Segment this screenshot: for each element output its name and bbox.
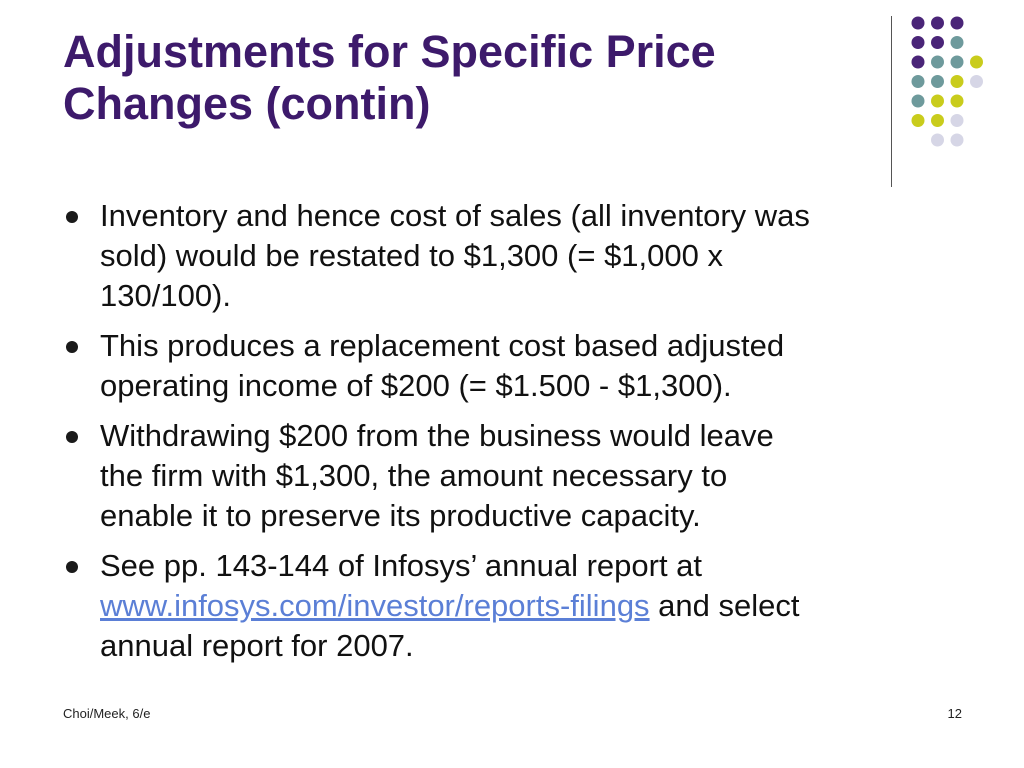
bullet-line: sold) would be restated to $1,300 (= $1,… bbox=[100, 238, 723, 273]
link-trailing-text: and select bbox=[649, 588, 800, 623]
decor-dot bbox=[950, 75, 964, 88]
decor-dot bbox=[950, 16, 964, 30]
decor-dot bbox=[931, 36, 944, 49]
bullet-line: This produces a replacement cost based a… bbox=[100, 328, 785, 363]
decor-dot bbox=[931, 94, 944, 108]
bullet-line: Withdrawing $200 from the business would… bbox=[100, 418, 774, 453]
bullet-line: See pp. 143-144 of Infosys’ annual repor… bbox=[100, 548, 703, 583]
decor-dot bbox=[931, 133, 944, 147]
bullet-dot bbox=[66, 431, 78, 443]
decor-dot bbox=[911, 75, 925, 88]
decor-dot bbox=[950, 55, 964, 69]
bullet-line: operating income of $200 (= $1.500 - $1,… bbox=[100, 368, 732, 403]
decor-dot bbox=[931, 114, 944, 127]
decor-dot bbox=[950, 36, 964, 49]
bullet-line: 130/100). bbox=[100, 278, 231, 313]
infosys-reports-link[interactable]: www.infosys.com/investor/reports-filings bbox=[100, 588, 650, 623]
bullet-list: Inventory and hence cost of sales (all i… bbox=[64, 196, 964, 676]
decor-dot bbox=[911, 114, 925, 127]
bullet-line: enable it to preserve its productive cap… bbox=[100, 498, 701, 533]
bullet-line: Inventory and hence cost of sales (all i… bbox=[100, 198, 810, 233]
decor-dot bbox=[970, 75, 983, 88]
title-line: Adjustments for Specific Price bbox=[63, 26, 716, 77]
footer-source: Choi/Meek, 6/e bbox=[63, 706, 151, 721]
slide-title: Adjustments for Specific Price Changes (… bbox=[63, 26, 873, 130]
bullet-item: See pp. 143-144 of Infosys’ annual repor… bbox=[64, 546, 964, 666]
decor-dot bbox=[911, 16, 925, 30]
title-divider bbox=[891, 16, 892, 187]
bullet-item: Inventory and hence cost of sales (all i… bbox=[64, 196, 964, 316]
decor-dot bbox=[911, 36, 925, 49]
bullet-dot bbox=[66, 341, 78, 353]
decor-dot bbox=[931, 75, 944, 88]
decor-dot bbox=[911, 55, 925, 69]
bullet-dot bbox=[66, 561, 78, 573]
bullet-item: This produces a replacement cost based a… bbox=[64, 326, 964, 406]
bullet-line: www.infosys.com/investor/reports-filings… bbox=[100, 586, 964, 626]
bullet-item: Withdrawing $200 from the business would… bbox=[64, 416, 964, 536]
bullet-line: the firm with $1,300, the amount necessa… bbox=[100, 458, 728, 493]
decor-dot bbox=[970, 55, 983, 69]
decor-dot bbox=[911, 94, 925, 108]
decor-dot bbox=[950, 114, 964, 127]
decor-dot bbox=[950, 94, 964, 108]
bullet-line: annual report for 2007. bbox=[100, 628, 414, 663]
bullet-dot bbox=[66, 211, 78, 223]
decor-dot bbox=[931, 16, 944, 30]
decor-dot bbox=[931, 55, 944, 69]
page-number: 12 bbox=[947, 706, 962, 721]
decor-dot bbox=[950, 133, 964, 147]
title-line: Changes (contin) bbox=[63, 78, 431, 129]
